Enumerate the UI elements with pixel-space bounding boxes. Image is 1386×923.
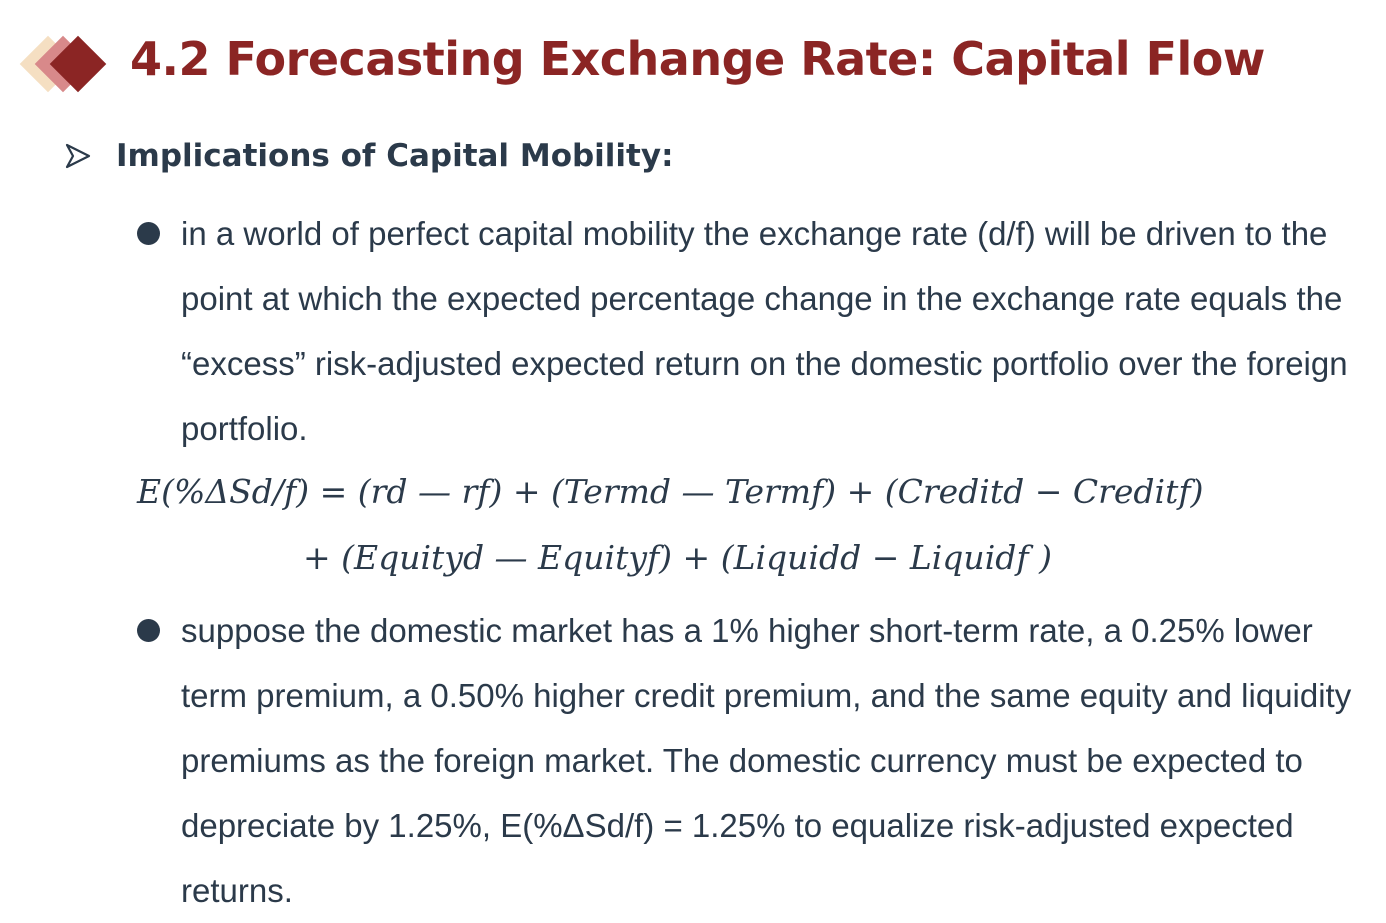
diamond-logo-icon — [19, 35, 107, 93]
page-title: 4.2 Forecasting Exchange Rate: Capital F… — [130, 32, 1265, 86]
bullet-text: suppose the domestic market has a 1% hig… — [181, 612, 1352, 909]
formula-line-1: E(%ΔSd/f) = (rd — rf) + (Termd — Termf) … — [137, 472, 1203, 511]
bullet-icon — [137, 619, 160, 642]
formula-line-1-text: E(%ΔSd/f) = (rd — rf) + (Termd — Termf) … — [137, 472, 1204, 511]
section-heading-label: Implications of Capital Mobility: — [116, 138, 674, 174]
arrowhead-icon — [65, 143, 91, 169]
formula-line-2-text: + (Equityd — Equityf) + (Liquidd − Liqui… — [303, 538, 1052, 577]
section-heading: Implications of Capital Mobility: — [64, 138, 674, 174]
formula-line-2: + (Equityd — Equityf) + (Liquidd − Liqui… — [303, 538, 1052, 577]
bullet-icon — [137, 222, 160, 245]
bullet-text: in a world of perfect capital mobility t… — [181, 215, 1348, 447]
